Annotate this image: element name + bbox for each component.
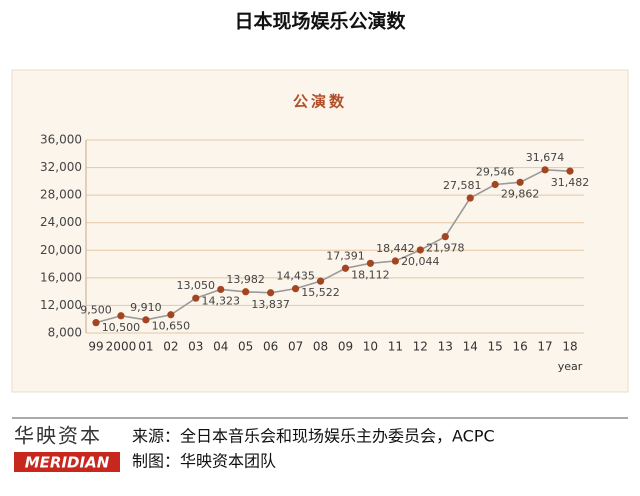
data-point [491, 180, 499, 189]
data-point [466, 194, 474, 202]
data-point [92, 319, 100, 327]
data-label: 31,482 [551, 176, 590, 189]
y-tick-label: 36,000 [40, 133, 82, 147]
data-point [366, 259, 375, 267]
x-tick-label: 02 [163, 340, 178, 354]
x-tick-label: 13 [438, 340, 453, 354]
x-axis-label: year [558, 360, 583, 373]
x-tick-label: 12 [413, 340, 428, 354]
data-point [441, 233, 449, 241]
brand-logo [14, 452, 120, 472]
data-label: 14,323 [201, 294, 240, 307]
x-tick-label: 15 [488, 340, 503, 354]
y-tick-label: 8,000 [48, 326, 82, 340]
data-label: 18,112 [351, 268, 390, 281]
data-label: 10,650 [152, 320, 191, 333]
x-tick-label: 10 [363, 340, 378, 354]
data-point [291, 285, 300, 293]
y-tick-label: 20,000 [40, 243, 82, 257]
x-tick-label: 09 [338, 340, 353, 354]
data-label: 29,546 [476, 165, 515, 178]
x-tick-label: 18 [562, 340, 577, 354]
credit: 制图：华映资本团队 [132, 452, 276, 471]
y-tick-label: 24,000 [40, 215, 82, 229]
x-tick-label: 2000 [106, 340, 137, 354]
x-tick-label: 06 [263, 340, 278, 354]
data-point [117, 312, 125, 320]
plot: 8,000 12,000 16,000 20,000 24,000 28,000 32,00… [40, 133, 589, 354]
data-point [341, 264, 350, 272]
brand-logo-text: MERIDIAN [25, 454, 110, 472]
source: 来源：全日本音乐会和现场娱乐主办委员会，ACPC [132, 427, 495, 446]
data-label: 27,581 [443, 179, 482, 192]
data-label: 13,982 [226, 273, 265, 286]
data-point [566, 167, 574, 175]
data-point [391, 257, 399, 265]
data-label: 15,522 [301, 286, 340, 299]
page-title: 日本现场娱乐公演数 [234, 10, 406, 33]
data-label: 13,837 [251, 298, 290, 311]
data-label: 20,044 [401, 255, 440, 268]
data-label: 21,978 [426, 242, 465, 255]
data-point [316, 277, 325, 285]
data-point [192, 294, 200, 302]
data-point [242, 288, 250, 296]
data-label: 10,500 [102, 321, 141, 334]
data-point [516, 178, 524, 186]
x-tick-label: 14 [463, 340, 478, 354]
x-tick-label: 05 [238, 340, 253, 354]
data-point [167, 311, 175, 319]
x-tick-label: 17 [537, 340, 552, 354]
series-line [95, 169, 571, 324]
data-label: 31,674 [526, 151, 565, 164]
data-label: 18,442 [376, 242, 415, 255]
data-label: 9,910 [130, 301, 162, 314]
y-tick-label: 28,000 [40, 188, 82, 202]
data-label: 17,391 [326, 249, 365, 262]
data-point [142, 316, 150, 324]
x-tick-label: 99 [88, 340, 103, 354]
y-tick-label: 16,000 [40, 270, 82, 284]
x-tick-label: 08 [313, 340, 328, 354]
data-point [217, 285, 225, 294]
chart-title: 公演数 [293, 93, 347, 111]
chart-panel [11, 69, 629, 393]
data-point [267, 289, 275, 297]
data-label: 29,862 [501, 187, 540, 200]
data-point [541, 166, 549, 174]
y-tick-label: 12,000 [40, 298, 82, 312]
data-label: 9,500 [80, 304, 112, 317]
x-tick-label: 03 [188, 340, 203, 354]
data-point [416, 246, 424, 254]
x-tick-label: 16 [512, 340, 527, 354]
x-tick-label: 07 [288, 340, 303, 354]
x-tick-label: 01 [138, 340, 153, 354]
data-label: 13,050 [177, 279, 216, 292]
x-tick-label: 11 [388, 340, 403, 354]
x-tick-label: 04 [213, 340, 228, 354]
brand-name: 华映资本 [14, 424, 102, 448]
data-label: 14,435 [276, 270, 315, 283]
y-tick-label: 32,000 [40, 160, 82, 174]
